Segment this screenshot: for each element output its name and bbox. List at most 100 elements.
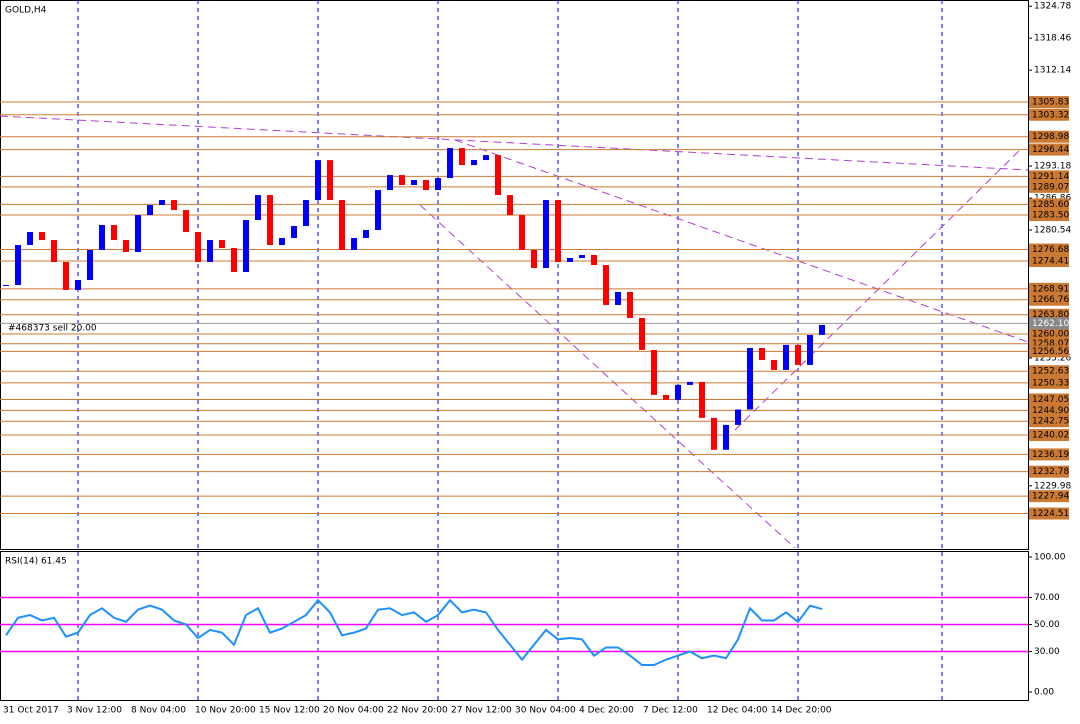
- level-label: 1224.51: [1032, 509, 1069, 519]
- level-tag: [1029, 198, 1069, 211]
- y-tick-label: 70.00: [1034, 593, 1060, 603]
- level-label: 1256.56: [1032, 347, 1069, 357]
- candle-body: [459, 148, 465, 166]
- x-tick-label: 20 Nov 04:00: [323, 706, 384, 716]
- candle-body: [351, 238, 357, 251]
- candle-body: [675, 384, 681, 400]
- level-label: 1303.32: [1032, 110, 1069, 120]
- candle-body: [315, 160, 321, 201]
- x-tick-label: 22 Nov 20:00: [387, 706, 448, 716]
- level-tag: [1029, 282, 1069, 295]
- candle-body: [171, 200, 177, 211]
- level-tag: [1029, 180, 1069, 193]
- y-tick-label: 1324.78: [1034, 2, 1071, 12]
- x-tick-label: 27 Nov 12:00: [451, 706, 512, 716]
- candle-body: [39, 232, 45, 241]
- level-label: 1242.75: [1032, 417, 1069, 427]
- candle-body: [819, 324, 825, 335]
- candle-body: [267, 195, 273, 245]
- level-label: 1276.68: [1032, 245, 1069, 255]
- candle-body: [27, 232, 33, 245]
- y-tick-label: 50.00: [1034, 620, 1060, 630]
- x-tick-label: 31 Oct 2017: [3, 706, 59, 716]
- candle-body: [279, 238, 285, 245]
- candle-body: [603, 264, 609, 305]
- level-tag: [1029, 243, 1069, 256]
- candle-body: [207, 240, 213, 262]
- candle-body: [519, 215, 525, 251]
- candle-body: [795, 344, 801, 365]
- candle-body: [663, 394, 669, 400]
- candle-body: [159, 200, 165, 206]
- level-label: 1247.05: [1032, 395, 1069, 405]
- level-tag: [1029, 327, 1069, 340]
- candle-body: [15, 244, 21, 286]
- candle-body: [399, 175, 405, 186]
- candle-body: [447, 148, 453, 179]
- candle-body: [699, 381, 705, 418]
- candle-body: [687, 381, 693, 385]
- level-label: 1298.98: [1032, 132, 1069, 142]
- candle-body: [339, 200, 345, 251]
- x-tick-label: 4 Dec 20:00: [579, 706, 634, 716]
- candle-body: [3, 285, 9, 287]
- y-tick-label: 100.00: [1034, 552, 1066, 562]
- candle-body: [231, 248, 237, 273]
- price-panel: [0, 0, 1029, 550]
- level-tag: [1029, 490, 1069, 503]
- y-tick-label: 0.00: [1034, 688, 1054, 698]
- x-tick-label: 3 Nov 12:00: [67, 706, 122, 716]
- level-label: 1291.14: [1032, 172, 1069, 182]
- level-tag: [1029, 345, 1069, 358]
- level-tag: [1029, 143, 1069, 156]
- bid-label: 1262.10: [1032, 319, 1069, 329]
- candle-body: [495, 155, 501, 196]
- candle-body: [771, 359, 777, 370]
- level-tag: [1029, 507, 1069, 520]
- candle-body: [375, 190, 381, 231]
- level-label: 1289.07: [1032, 182, 1069, 192]
- symbol-label: GOLD,H4: [5, 6, 47, 16]
- y-tick-label: 1293.18: [1034, 162, 1071, 172]
- candle-body: [639, 317, 645, 350]
- candle-body: [135, 215, 141, 253]
- level-label: 1283.50: [1032, 211, 1069, 221]
- candle-body: [87, 250, 93, 281]
- level-label: 1305.83: [1032, 98, 1069, 108]
- candle-body: [579, 255, 585, 258]
- level-label: 1258.07: [1032, 339, 1069, 349]
- candle-body: [99, 225, 105, 251]
- candle-body: [147, 205, 153, 216]
- level-tag: [1029, 209, 1069, 222]
- level-label: 1266.76: [1032, 295, 1069, 305]
- candle-body: [735, 409, 741, 425]
- candle-body: [195, 232, 201, 262]
- candle-body: [219, 240, 225, 249]
- candle-body: [51, 240, 57, 262]
- candle-body: [807, 334, 813, 365]
- level-label: 1252.63: [1032, 367, 1069, 377]
- x-tick-label: 30 Nov 04:00: [515, 706, 576, 716]
- level-tag: [1029, 170, 1069, 183]
- level-tag: [1029, 429, 1069, 442]
- level-label: 1227.94: [1032, 492, 1069, 502]
- level-tag: [1029, 96, 1069, 109]
- bid-tag: [1029, 317, 1069, 330]
- level-tag: [1029, 130, 1069, 143]
- candle-body: [411, 180, 417, 186]
- order-label: #468373 sell 20.00: [8, 324, 97, 334]
- candle-body: [567, 257, 573, 262]
- level-label: 1285.60: [1032, 200, 1069, 210]
- rsi-label: RSI(14) 61.45: [5, 557, 67, 567]
- candle-body: [627, 291, 633, 318]
- y-tick-label: 1280.54: [1034, 226, 1071, 236]
- rsi-panel: [0, 551, 1029, 701]
- candle-body: [291, 226, 297, 239]
- level-tag: [1029, 293, 1069, 306]
- y-tick-label: 30.00: [1034, 647, 1060, 657]
- x-tick-label: 12 Dec 04:00: [707, 706, 768, 716]
- level-tag: [1029, 108, 1069, 121]
- candle-body: [555, 200, 561, 262]
- level-tag: [1029, 393, 1069, 406]
- rsi-line: [5, 598, 823, 667]
